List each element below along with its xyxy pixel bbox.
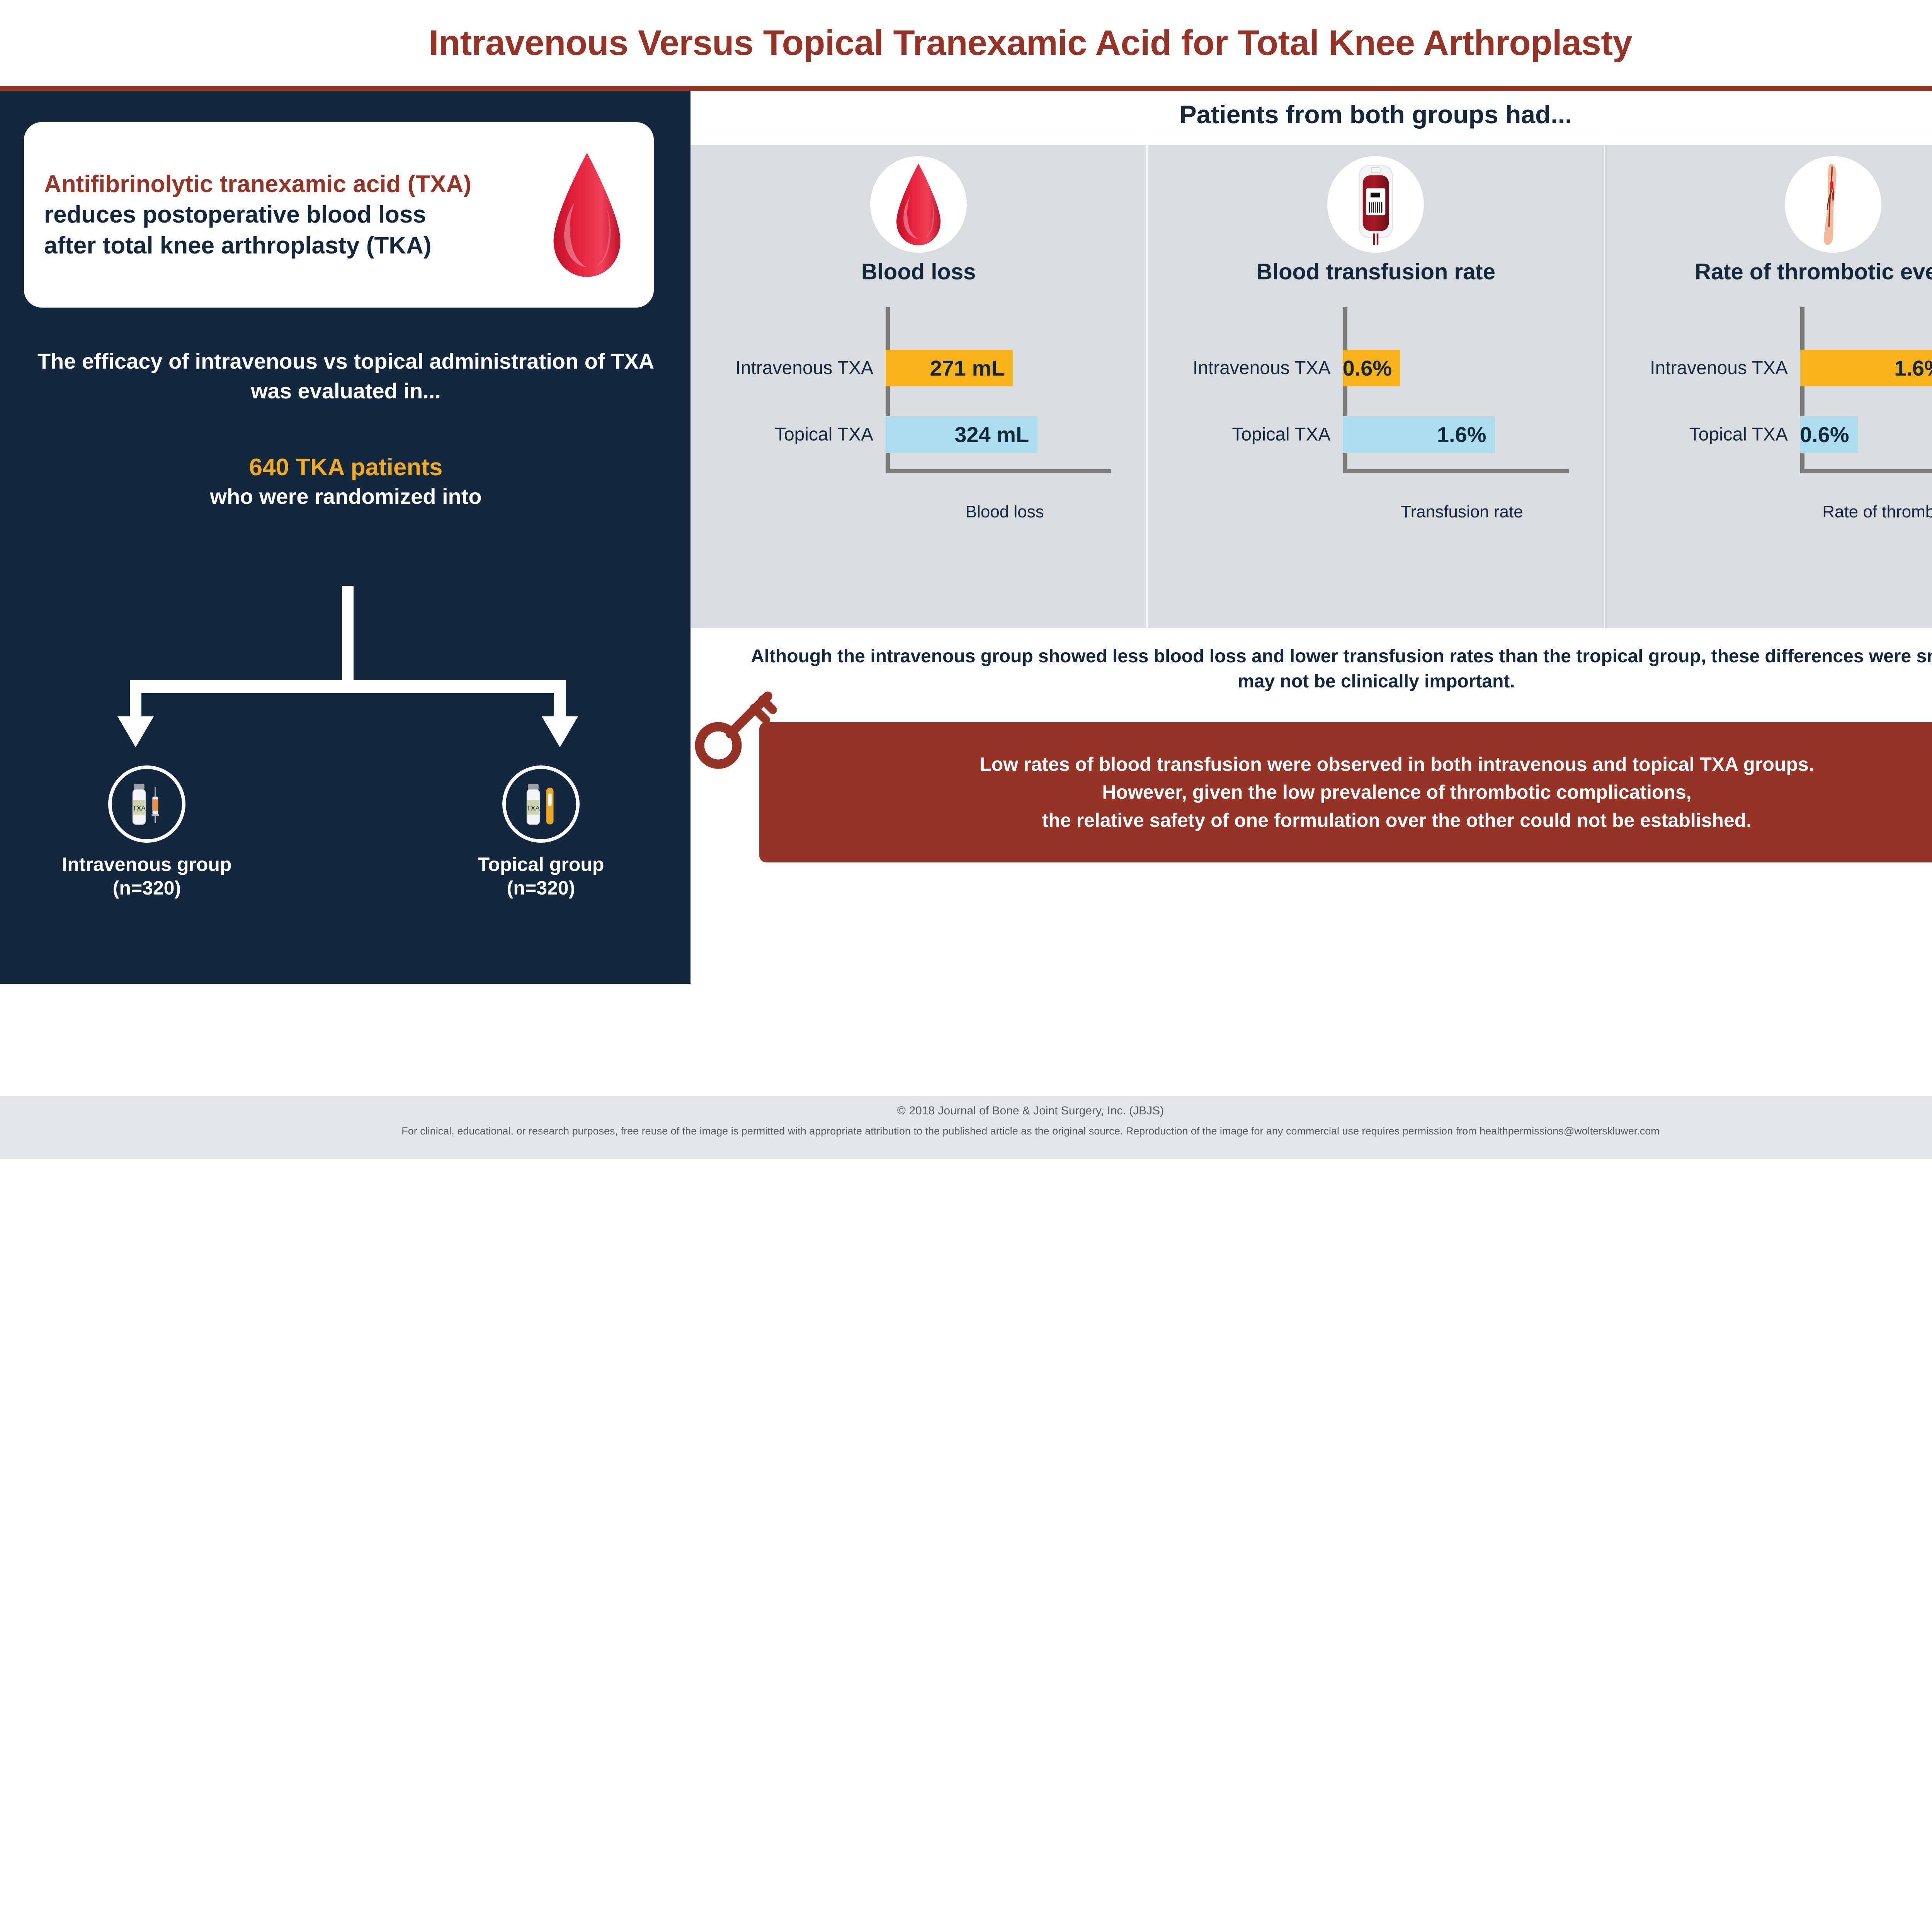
svg-text:TXA: TXA: [527, 804, 540, 812]
group-label: Intravenous group: [62, 854, 232, 875]
bar-category-label: Intravenous TXA: [735, 358, 874, 378]
bar-category-label: Intravenous TXA: [1192, 358, 1331, 378]
bar-value: 1.6%: [1343, 416, 1495, 453]
bar-value: 1.6%: [1800, 350, 1932, 386]
bar-row: Intravenous TXA 271 mL: [713, 350, 1124, 386]
right-panel: Patients from both groups had...: [690, 91, 1932, 984]
interpretation-note: Although the intravenous group showed le…: [751, 646, 1932, 692]
txa-vial-applicator-icon: TXA: [502, 765, 580, 843]
key-takeaway-text: Low rates of blood transfusion were obse…: [980, 750, 1814, 835]
x-axis-label: Transfusion rate: [1401, 502, 1523, 522]
metric-title: Rate of thrombotic events: [1695, 259, 1932, 284]
chart-blood-loss: Blood loss Intravenous TXA 271 mL Topica…: [690, 145, 1146, 628]
footer: Intravenous Versus Topical Tranexamic Ac…: [0, 984, 1932, 1096]
txa-vial-syringe-icon: TXA: [108, 765, 185, 843]
key-line-3: the relative safety of one formulation o…: [1042, 809, 1752, 831]
title-bar: Intravenous Versus Topical Tranexamic Ac…: [0, 0, 1932, 86]
key-icon: [693, 689, 778, 774]
bar-row: Intravenous TXA 0.6%: [1170, 350, 1581, 386]
bar-value: 0.6%: [1343, 350, 1401, 386]
key-line-2: However, given the low prevalence of thr…: [1102, 781, 1692, 803]
y-axis-line: [1343, 307, 1347, 473]
summary-highlight: Antifibrinolytic tranexamic acid (TXA): [44, 170, 471, 197]
page-title: Intravenous Versus Topical Tranexamic Ac…: [429, 23, 1633, 63]
x-axis-label: Blood loss: [965, 502, 1044, 522]
blood-drop-icon: [543, 151, 631, 279]
svg-text:TXA: TXA: [133, 804, 146, 812]
y-axis-line: [1800, 307, 1804, 473]
plot-area: Intravenous TXA 0.6% Topical TXA 1.6% Tr…: [1170, 307, 1581, 521]
x-axis-line: [1343, 469, 1569, 473]
group-label: Topical group: [478, 854, 604, 875]
summary-card-text: Antifibrinolytic tranexamic acid (TXA) r…: [44, 169, 473, 261]
metric-title: Blood transfusion rate: [1256, 259, 1495, 284]
bar-row: Intravenous TXA 1.6%: [1628, 350, 1932, 386]
metric-title: Blood loss: [861, 259, 976, 284]
left-panel: Antifibrinolytic tranexamic acid (TXA) r…: [0, 91, 690, 984]
x-axis-line: [886, 469, 1112, 473]
chart-thrombotic-events: Rate of thrombotic events Intravenous TX…: [1604, 145, 1932, 628]
infographic-page: Intravenous Versus Topical Tranexamic Ac…: [0, 0, 1932, 1159]
x-axis-label: Rate of thrombotic events: [1822, 502, 1932, 522]
efficacy-statement: The efficacy of intravenous vs topical a…: [37, 349, 655, 403]
randomization-bracket-icon: [93, 586, 603, 748]
bar-value: 324 mL: [886, 416, 1038, 453]
group-topical: TXA Topical group (n=320): [433, 765, 649, 900]
summary-card: Antifibrinolytic tranexamic acid (TXA) r…: [24, 122, 654, 308]
bar-category-label: Topical TXA: [774, 424, 874, 445]
key-takeaway-box: Low rates of blood transfusion were obse…: [759, 722, 1932, 862]
results-heading: Patients from both groups had...: [1179, 100, 1572, 129]
patients-count: 640 TKA patients: [249, 454, 443, 481]
x-axis-line: [1800, 469, 1932, 473]
patients-block: 640 TKA patients who were randomized int…: [31, 452, 661, 510]
bar-category-label: Topical TXA: [1689, 424, 1788, 445]
blood-drop-icon: [870, 156, 967, 253]
blood-bag-icon: [1327, 156, 1424, 253]
patients-subtext: who were randomized into: [210, 484, 482, 509]
plot-area: Intravenous TXA 1.6% Topical TXA 0.6% Ra…: [1628, 307, 1932, 521]
bar-category-label: Topical TXA: [1232, 424, 1331, 445]
y-axis-line: [886, 307, 890, 473]
title-divider: [0, 86, 1932, 91]
plot-area: Intravenous TXA 271 mL Topical TXA 324 m…: [713, 307, 1124, 521]
summary-rest: reduces postoperative blood loss after t…: [44, 201, 432, 259]
leg-vein-thrombus-icon: [1784, 156, 1881, 253]
group-size: (n=320): [507, 877, 575, 899]
bar-row: Topical TXA 0.6%: [1628, 416, 1932, 453]
copyright-line: © 2018 Journal of Bone & Joint Surgery, …: [897, 1104, 1164, 1117]
charts-area: Blood loss Intravenous TXA 271 mL Topica…: [690, 145, 1932, 628]
bar-row: Topical TXA 1.6%: [1170, 416, 1581, 453]
bar-value: 0.6%: [1800, 416, 1858, 453]
group-size: (n=320): [112, 877, 181, 899]
bar-category-label: Intravenous TXA: [1650, 358, 1788, 378]
reuse-policy-line: For clinical, educational, or research p…: [401, 1125, 1660, 1137]
chart-transfusion-rate: Blood transfusion rate Intravenous TXA 0…: [1146, 145, 1604, 628]
bar-row: Topical TXA 324 mL: [713, 416, 1124, 453]
copyright-bar: © 2018 Journal of Bone & Joint Surgery, …: [0, 1096, 1932, 1159]
group-intravenous: TXA Intravenous group (n=320): [39, 765, 255, 900]
key-line-1: Low rates of blood transfusion were obse…: [980, 753, 1814, 775]
bar-value: 271 mL: [886, 350, 1013, 386]
